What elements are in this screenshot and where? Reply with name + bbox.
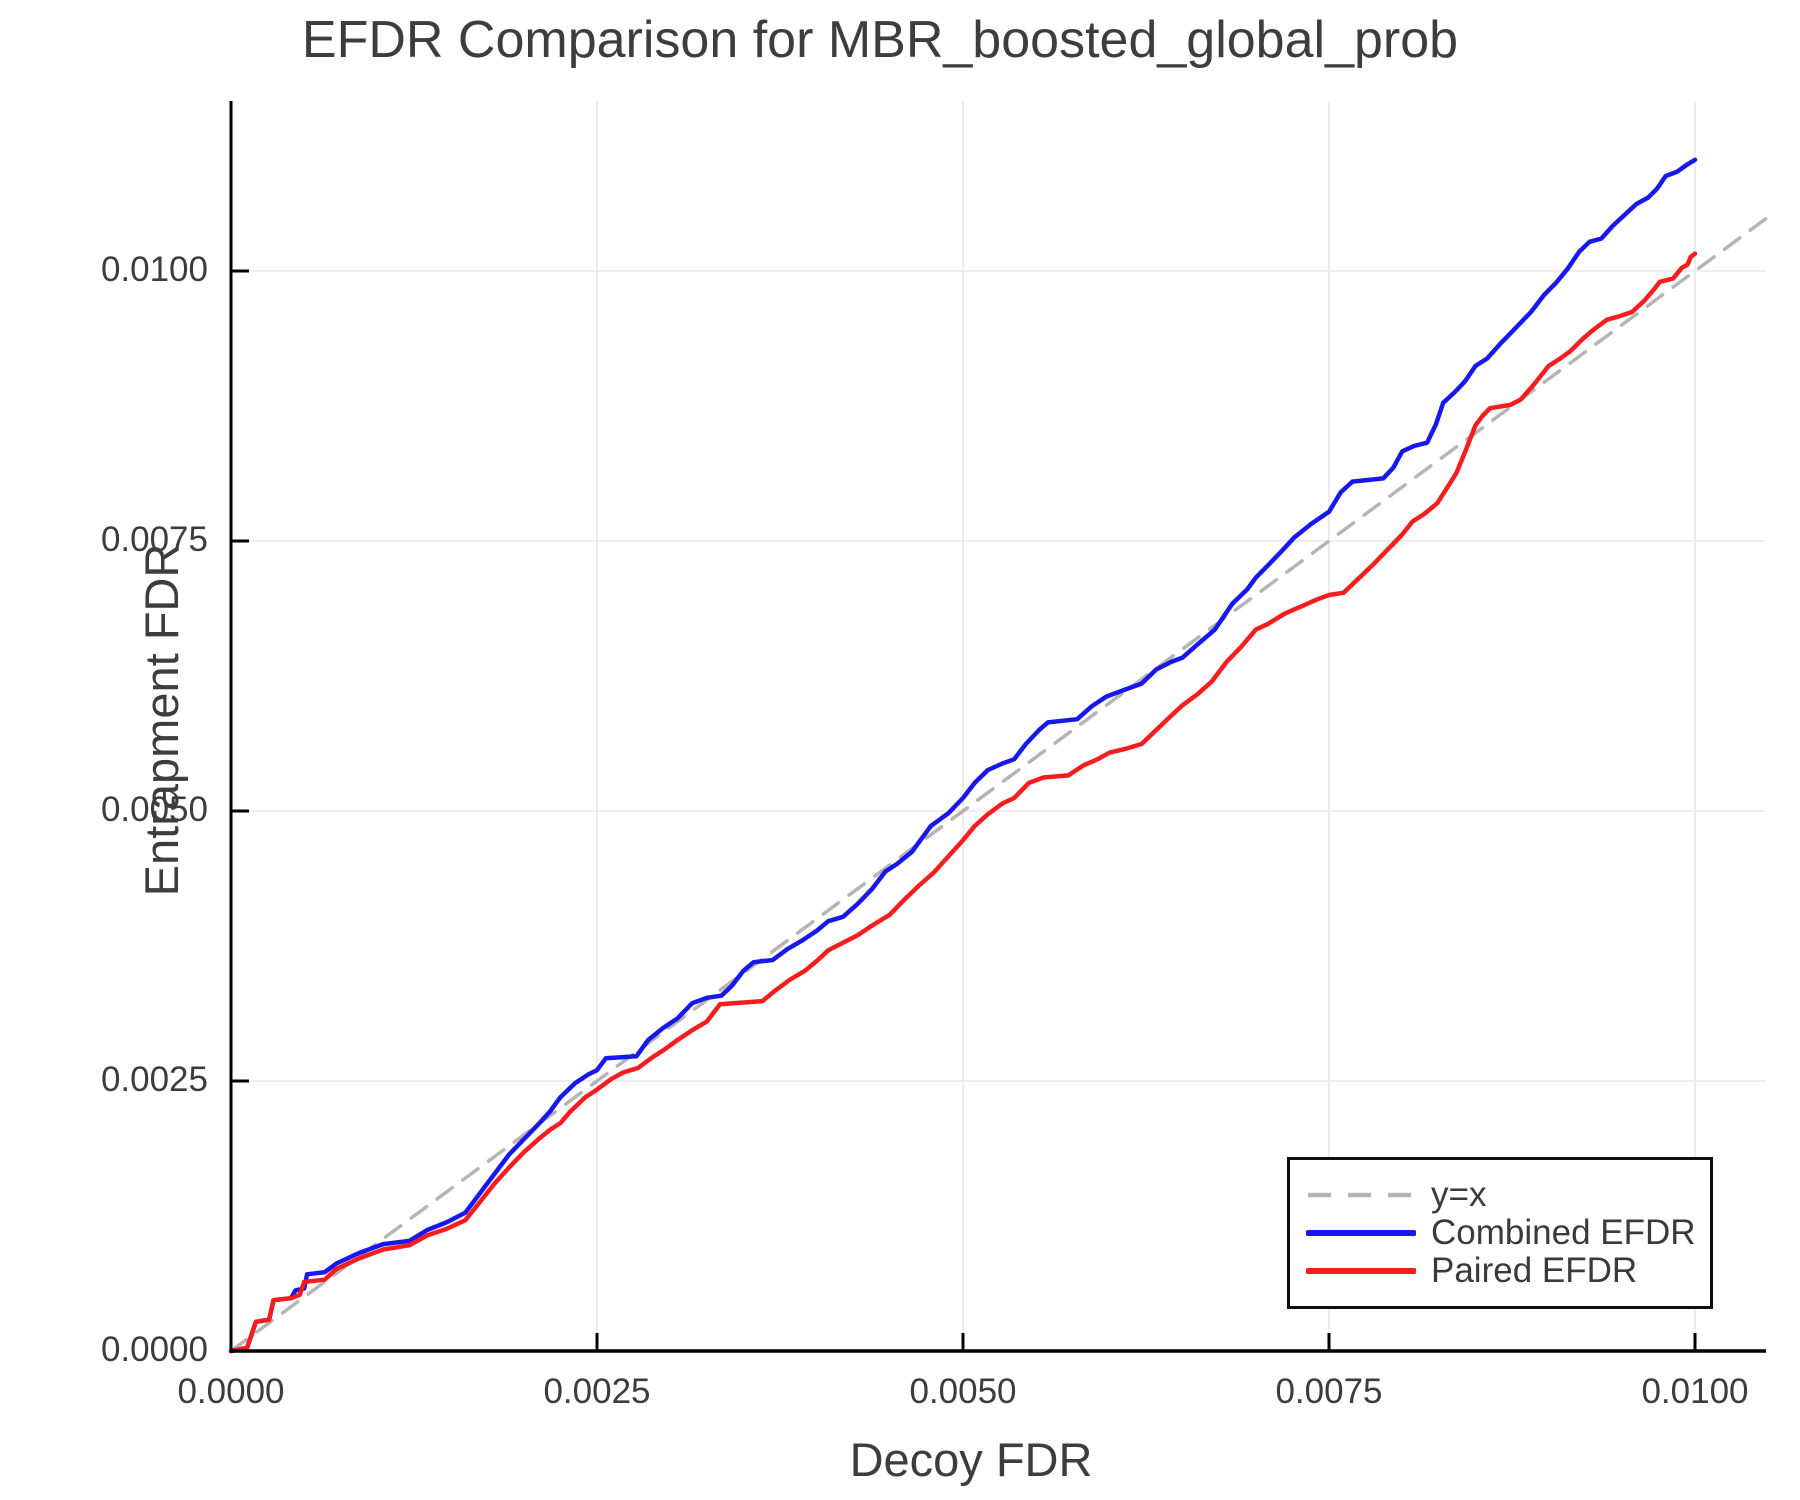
x-tick-label: 0.0025 bbox=[543, 1372, 651, 1411]
y-tick-label: 0.0025 bbox=[100, 1059, 208, 1099]
series-paired-efdr bbox=[228, 251, 1698, 1354]
y-tick-label: 0.0075 bbox=[100, 519, 208, 559]
x-tick-label: 0.0075 bbox=[1275, 1372, 1383, 1411]
y-tick-label: 0.0050 bbox=[100, 789, 208, 829]
dashed-line-swatch bbox=[1308, 1192, 1414, 1198]
series-combined-efdr bbox=[228, 157, 1698, 1354]
legend: y=x Combined EFDR Paired EFDR bbox=[1287, 1157, 1713, 1309]
x-axis-label: Decoy FDR bbox=[849, 1433, 1093, 1486]
chart-title: EFDR Comparison for MBR_boosted_global_p… bbox=[301, 11, 1459, 69]
x-tick-label: 0.0000 bbox=[177, 1372, 285, 1411]
x-tick-label: 0.0050 bbox=[909, 1372, 1017, 1411]
legend-label-combined: Combined EFDR bbox=[1431, 1213, 1696, 1252]
legend-label-identity: y=x bbox=[1431, 1175, 1487, 1214]
y-axis-label: Entrapment FDR bbox=[135, 543, 188, 897]
legend-entry-paired: Paired EFDR bbox=[1290, 1251, 1710, 1290]
legend-entry-combined: Combined EFDR bbox=[1290, 1213, 1710, 1252]
red-line-swatch bbox=[1306, 1268, 1416, 1274]
legend-label-paired: Paired EFDR bbox=[1431, 1251, 1638, 1290]
x-tick-label: 0.0100 bbox=[1641, 1372, 1749, 1411]
legend-entry-identity: y=x bbox=[1290, 1175, 1710, 1214]
y-tick-label: 0.0000 bbox=[100, 1330, 208, 1369]
y-tick-label: 0.0100 bbox=[100, 249, 208, 289]
blue-line-swatch bbox=[1306, 1230, 1416, 1236]
